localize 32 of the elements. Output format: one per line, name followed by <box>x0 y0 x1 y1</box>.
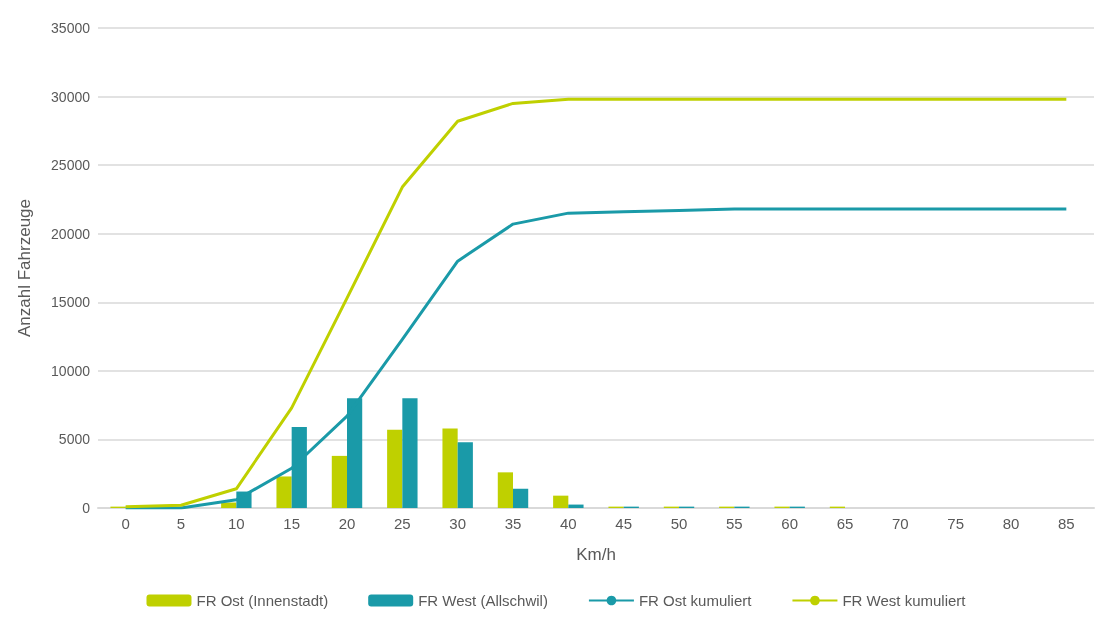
x-tick-label: 25 <box>393 515 411 532</box>
x-tick-label: 80 <box>1002 515 1020 532</box>
y-tick-label: 30000 <box>51 88 91 105</box>
x-tick-label: 40 <box>559 515 577 532</box>
x-tick-label: 85 <box>1057 515 1075 532</box>
y-tick-label: 10000 <box>51 362 91 379</box>
x-tick-label: 70 <box>891 515 909 532</box>
x-tick-label: 10 <box>227 515 245 532</box>
legend-label: FR West (Allschwil) <box>418 592 548 609</box>
x-tick-label: 55 <box>725 515 743 532</box>
x-axis-title: Km/h <box>576 545 616 564</box>
y-tick-label: 35000 <box>51 20 91 36</box>
x-tick-label: 20 <box>338 515 356 532</box>
x-tick-label: 15 <box>283 515 301 532</box>
y-tick-label: 20000 <box>51 225 91 242</box>
x-tick-label: 65 <box>836 515 854 532</box>
legend-label: FR Ost kumuliert <box>638 592 753 609</box>
y-tick-label: 5000 <box>58 431 91 448</box>
x-tick-label: 5 <box>176 515 186 532</box>
x-tick-label: 75 <box>947 515 965 532</box>
x-tick-label: 0 <box>121 515 130 532</box>
x-tick-label: 50 <box>670 515 688 532</box>
y-tick-label: 25000 <box>51 157 91 174</box>
legend-label: FR Ost (Innenstadt) <box>196 592 329 609</box>
y-tick-label: 0 <box>82 500 91 516</box>
y-axis-title: Anzahl Fahrzeuge <box>15 199 34 337</box>
x-tick-label: 60 <box>781 515 799 532</box>
x-tick-label: 35 <box>504 515 522 532</box>
x-tick-label: 45 <box>615 515 633 532</box>
x-tick-label: 30 <box>449 515 467 532</box>
legend-label: FR West kumuliert <box>842 592 967 609</box>
y-tick-label: 15000 <box>51 294 91 311</box>
